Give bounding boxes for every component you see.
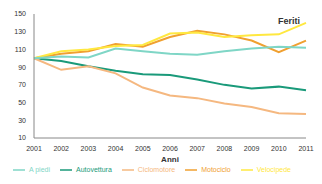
svg-text:70: 70 bbox=[18, 81, 26, 88]
svg-text:110: 110 bbox=[15, 46, 26, 53]
svg-text:2007: 2007 bbox=[189, 145, 205, 152]
svg-text:30: 30 bbox=[18, 117, 26, 124]
html-text:Motociclo: Motociclo bbox=[201, 165, 231, 173]
svg-text:2006: 2006 bbox=[162, 145, 178, 152]
svg-text:10: 10 bbox=[18, 134, 26, 141]
svg-text:2011: 2011 bbox=[298, 145, 313, 152]
svg-text:2008: 2008 bbox=[217, 145, 233, 152]
svg-text:2002: 2002 bbox=[53, 145, 69, 152]
html-text:Feriti: Feriti bbox=[278, 16, 300, 26]
svg-text:Anni: Anni bbox=[161, 155, 179, 164]
svg-text:2005: 2005 bbox=[135, 145, 151, 152]
html-text:A piedi: A piedi bbox=[29, 165, 50, 173]
html-text:Ciclomotore: Ciclomotore bbox=[137, 165, 176, 173]
svg-text:2010: 2010 bbox=[271, 145, 287, 152]
html-text:Velocipede: Velocipede bbox=[256, 165, 291, 173]
svg-text:2009: 2009 bbox=[244, 145, 260, 152]
svg-text:2003: 2003 bbox=[81, 145, 97, 152]
svg-text:50: 50 bbox=[18, 99, 26, 106]
svg-text:150: 150 bbox=[14, 10, 26, 17]
html-text:Autovettura: Autovettura bbox=[76, 165, 112, 173]
svg-text:130: 130 bbox=[14, 28, 26, 35]
svg-text:2004: 2004 bbox=[108, 145, 124, 152]
svg-text:90: 90 bbox=[18, 64, 26, 71]
svg-text:2001: 2001 bbox=[26, 145, 42, 152]
